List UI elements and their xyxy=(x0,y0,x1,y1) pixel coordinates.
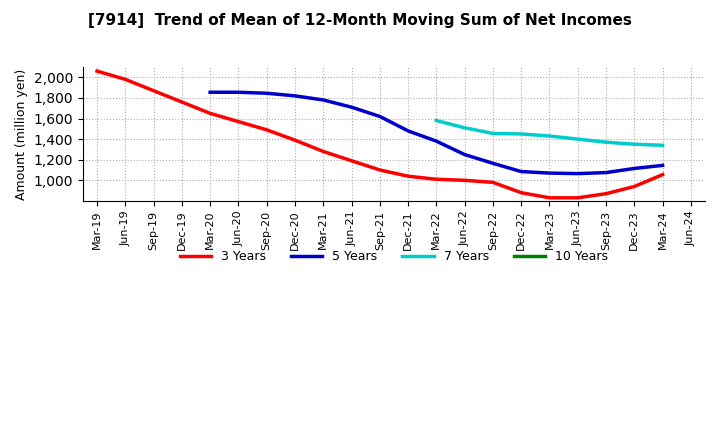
3 Years xyxy=(234,119,243,124)
3 Years xyxy=(376,167,384,172)
Line: 7 Years: 7 Years xyxy=(436,121,662,145)
5 Years xyxy=(262,91,271,96)
3 Years xyxy=(658,172,667,177)
3 Years xyxy=(630,184,639,189)
7 Years xyxy=(658,143,667,148)
Line: 5 Years: 5 Years xyxy=(210,92,662,174)
Legend: 3 Years, 5 Years, 7 Years, 10 Years: 3 Years, 5 Years, 7 Years, 10 Years xyxy=(175,246,613,268)
5 Years xyxy=(573,171,582,176)
3 Years xyxy=(206,111,215,116)
5 Years xyxy=(206,90,215,95)
5 Years xyxy=(545,170,554,176)
5 Years xyxy=(234,90,243,95)
3 Years xyxy=(404,173,413,179)
5 Years xyxy=(602,170,611,175)
5 Years xyxy=(376,114,384,119)
5 Years xyxy=(404,128,413,133)
3 Years xyxy=(262,127,271,132)
Text: [7914]  Trend of Mean of 12-Month Moving Sum of Net Incomes: [7914] Trend of Mean of 12-Month Moving … xyxy=(88,13,632,28)
3 Years xyxy=(602,191,611,196)
3 Years xyxy=(291,137,300,143)
7 Years xyxy=(602,139,611,145)
7 Years xyxy=(573,136,582,142)
3 Years xyxy=(319,149,328,154)
3 Years xyxy=(149,88,158,93)
3 Years xyxy=(93,69,102,74)
7 Years xyxy=(517,131,526,136)
3 Years xyxy=(178,99,186,105)
7 Years xyxy=(489,131,498,136)
5 Years xyxy=(489,161,498,166)
7 Years xyxy=(630,142,639,147)
5 Years xyxy=(630,166,639,171)
5 Years xyxy=(432,139,441,144)
Line: 3 Years: 3 Years xyxy=(97,71,662,198)
3 Years xyxy=(573,195,582,201)
3 Years xyxy=(432,176,441,182)
3 Years xyxy=(460,178,469,183)
5 Years xyxy=(291,93,300,99)
3 Years xyxy=(489,180,498,185)
Y-axis label: Amount (million yen): Amount (million yen) xyxy=(15,68,28,200)
5 Years xyxy=(658,163,667,168)
7 Years xyxy=(432,118,441,123)
3 Years xyxy=(347,158,356,163)
5 Years xyxy=(517,169,526,174)
5 Years xyxy=(347,105,356,110)
5 Years xyxy=(460,152,469,157)
3 Years xyxy=(517,190,526,195)
7 Years xyxy=(460,125,469,130)
3 Years xyxy=(545,195,554,201)
7 Years xyxy=(545,133,554,139)
5 Years xyxy=(319,97,328,103)
3 Years xyxy=(121,77,130,82)
